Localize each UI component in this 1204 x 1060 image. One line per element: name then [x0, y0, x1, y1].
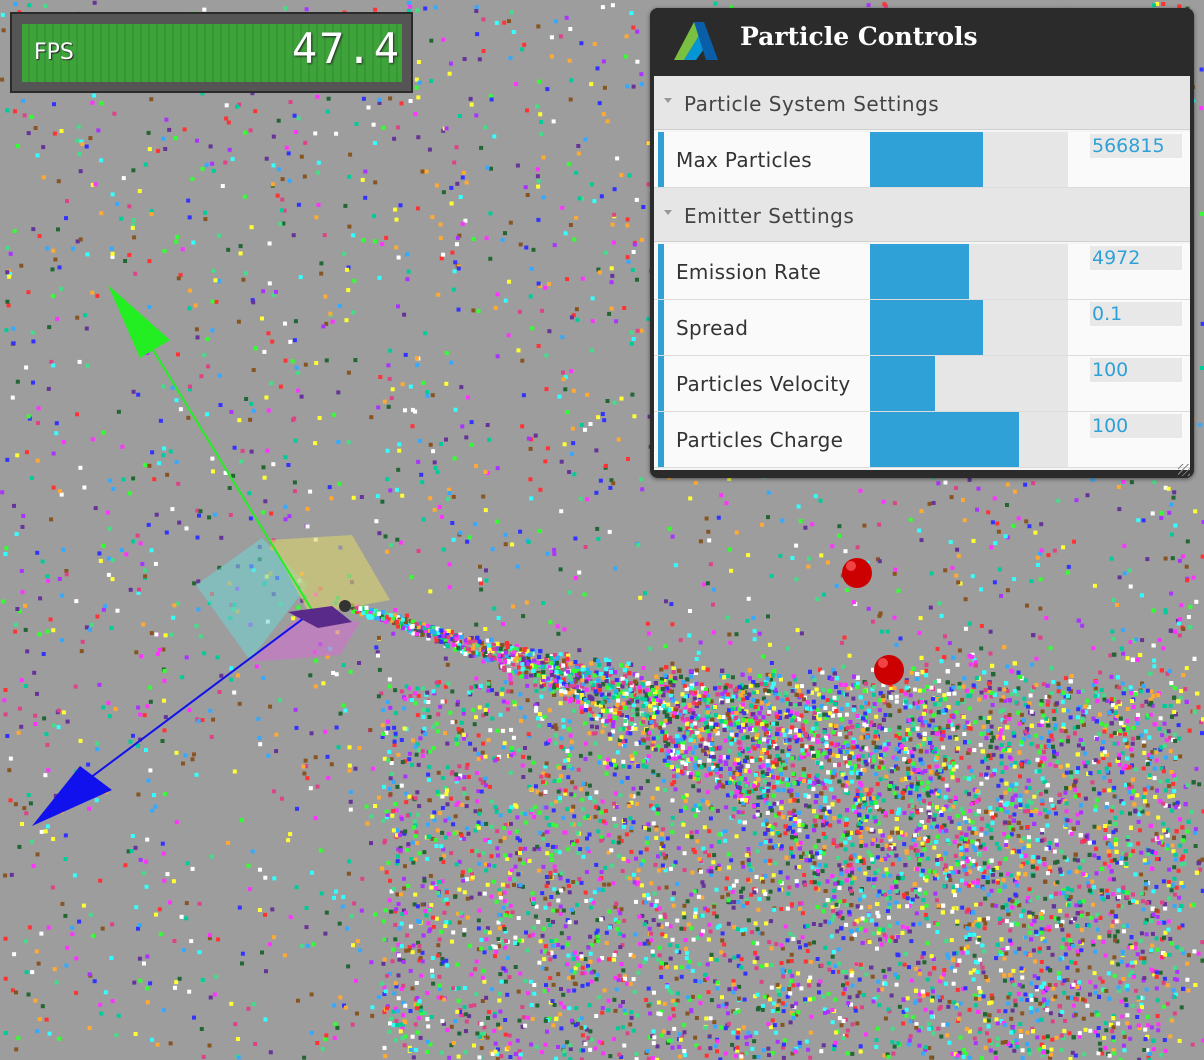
row-label: Max Particles [676, 148, 812, 172]
triangle-down-icon [664, 210, 672, 215]
gizmo-axis-y-arrow[interactable] [108, 285, 170, 358]
emitter-handle[interactable] [339, 600, 351, 612]
charge-sphere-highlight [846, 561, 856, 571]
control-row-spread: Spread [654, 300, 1190, 356]
panel-body: Particle System Settings Max Particles E… [654, 76, 1190, 470]
spread-input[interactable] [1090, 302, 1182, 326]
fps-graph [22, 24, 402, 82]
particles-velocity-input[interactable] [1090, 358, 1182, 382]
triangle-down-icon [664, 98, 672, 103]
gizmo-plane-xy[interactable] [270, 535, 390, 615]
slider-fill [870, 132, 983, 187]
charge-sphere[interactable] [874, 655, 904, 685]
charge-spheres[interactable] [842, 558, 904, 685]
row-accent [658, 244, 664, 299]
slider-fill [870, 412, 1019, 467]
gizmo-axis-z-line[interactable] [89, 611, 313, 779]
max-particles-input[interactable] [1090, 134, 1182, 158]
control-row-particles-velocity: Particles Velocity [654, 356, 1190, 412]
slider-fill [870, 244, 969, 299]
section-header-emitter[interactable]: Emitter Settings [654, 188, 1190, 242]
section-header-particle-system[interactable]: Particle System Settings [654, 76, 1190, 130]
section-title: Emitter Settings [684, 204, 855, 228]
row-label: Spread [676, 316, 749, 340]
particles-charge-input[interactable] [1090, 414, 1182, 438]
section-title: Particle System Settings [684, 92, 940, 116]
gizmo-axis-z-arrow[interactable] [32, 766, 112, 826]
gizmo-plane-xz[interactable] [250, 615, 360, 662]
control-row-max-particles: Max Particles [654, 132, 1190, 188]
row-label: Particles Velocity [676, 372, 851, 396]
emission-rate-slider[interactable] [870, 244, 1068, 299]
control-row-emission-rate: Emission Rate [654, 244, 1190, 300]
max-particles-slider[interactable] [870, 132, 1068, 187]
emission-rate-input[interactable] [1090, 246, 1182, 270]
charge-sphere[interactable] [842, 558, 872, 588]
control-row-particles-charge: Particles Charge [654, 412, 1190, 468]
row-accent [658, 412, 664, 467]
row-accent [658, 132, 664, 187]
gizmo-center[interactable] [288, 606, 352, 628]
resize-handle-icon[interactable] [1178, 464, 1190, 476]
slider-fill [870, 300, 983, 355]
fps-value: 47.4 [291, 24, 401, 73]
slider-fill [870, 356, 936, 411]
panel-header: Particle Controls [650, 8, 1194, 74]
fps-meter: FPS 47.4 [10, 12, 413, 93]
row-label: Particles Charge [676, 428, 844, 452]
fps-label: FPS [34, 40, 74, 65]
panel-title: Particle Controls [740, 22, 978, 51]
row-accent [658, 356, 664, 411]
particles-velocity-slider[interactable] [870, 356, 1068, 411]
autodesk-logo-icon [674, 22, 718, 60]
row-label: Emission Rate [676, 260, 822, 284]
particle-controls-panel: Particle Controls Particle System Settin… [650, 8, 1194, 478]
particles-charge-slider[interactable] [870, 412, 1068, 467]
gizmo-axis-y-line[interactable] [149, 344, 313, 611]
transform-gizmo[interactable] [32, 285, 390, 826]
row-accent [658, 300, 664, 355]
charge-sphere-highlight [878, 658, 888, 668]
spread-slider[interactable] [870, 300, 1068, 355]
gizmo-plane-yz[interactable] [196, 538, 308, 660]
